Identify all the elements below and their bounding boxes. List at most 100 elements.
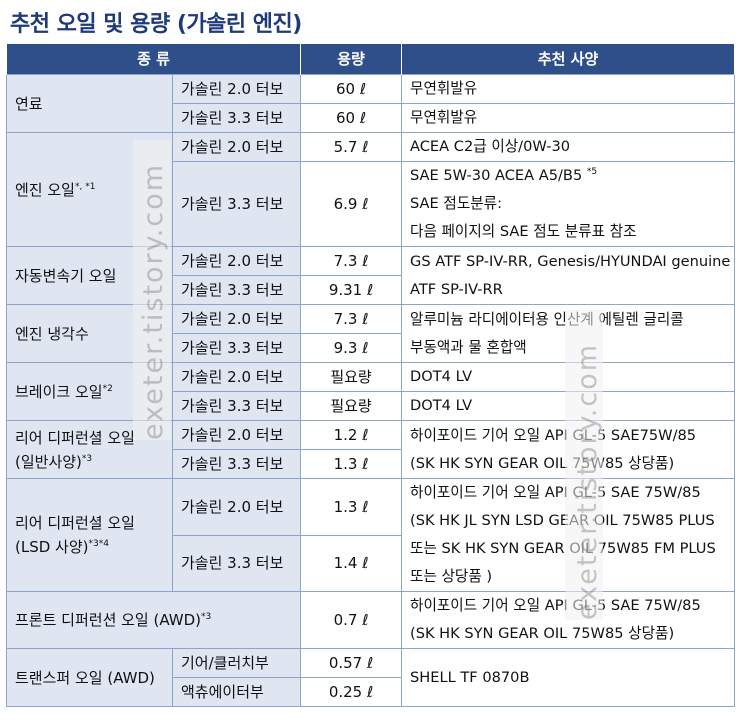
capacity: 60 ℓ xyxy=(300,74,403,104)
capacity: 필요량 xyxy=(300,362,403,392)
spec: DOT4 LV xyxy=(401,391,736,421)
spec-line: (SK HK JL SYN LSD GEAR OIL 75W85 PLUS xyxy=(410,512,715,529)
footnote-mark: *3 xyxy=(81,453,93,464)
capacity: 1.2 ℓ xyxy=(300,420,403,450)
spec: 하이포이드 기어 오일 API GL-5 SAE 75W/85 (SK HK J… xyxy=(401,478,736,592)
spec-line: 또는 SK HK SYN GEAR OIL 75W85 FM PLUS xyxy=(410,540,716,557)
category-rear-diff: 리어 디퍼런셜 오일 (일반사양)*3 xyxy=(6,420,173,479)
category-front-diff: 프론트 디퍼런션 오일 (AWD)*3 xyxy=(5,591,302,649)
sub-part: 액츄에이터부 xyxy=(171,677,302,707)
sub-engine: 가솔린 3.3 터보 xyxy=(171,449,302,479)
category-label: 엔진 오일 xyxy=(15,180,75,199)
sub-engine: 가솔린 2.0 터보 xyxy=(171,478,302,536)
sub-engine: 가솔린 2.0 터보 xyxy=(171,132,302,162)
spec-line: 하이포이드 기어 오일 API GL-5 SAE 75W/85 xyxy=(410,484,701,501)
table-row: 가솔린 3.3 터보 9.3 ℓ xyxy=(7,333,735,363)
sub-engine: 가솔린 3.3 터보 xyxy=(171,161,302,247)
category-label: (일반사양) xyxy=(15,452,82,471)
table-row: 가솔린 3.3 터보 60 ℓ 무연휘발유 xyxy=(7,103,736,133)
spec: GS ATF SP-IV-RR, Genesis/HYUNDAI genuine… xyxy=(401,246,736,305)
header-kind: 종 류 xyxy=(5,44,302,75)
sub-engine: 가솔린 2.0 터보 xyxy=(171,362,302,392)
table-row: 브레이크 오일*2 가솔린 2.0 터보 필요량 DOT4 LV xyxy=(6,362,736,421)
category-label: 리어 디퍼런셜 오일 xyxy=(15,514,135,532)
capacity: 0.25 ℓ xyxy=(300,677,403,707)
spec: 무연휘발유 xyxy=(401,74,736,104)
sub-engine: 가솔린 3.3 터보 xyxy=(171,391,302,421)
spec: 알루미늄 라디에이터용 인산계 에틸렌 글리콜 부동액과 물 혼합액 xyxy=(401,304,736,363)
spec: SHELL TF 0870B xyxy=(401,648,736,707)
table-row: 가솔린 3.3 터보 1.4 ℓ xyxy=(7,534,735,592)
sub-part: 기어/클러치부 xyxy=(171,648,302,678)
capacity: 60 ℓ xyxy=(300,103,403,133)
capacity: 1.4 ℓ xyxy=(300,534,403,592)
capacity: 9.31 ℓ xyxy=(300,275,403,305)
table-row: 자동변속기 오일 가솔린 2.0 터보 7.3 ℓ GS ATF SP-IV-R… xyxy=(6,246,736,305)
capacity: 7.3 ℓ xyxy=(300,304,403,334)
category-brake: 브레이크 오일*2 xyxy=(6,362,173,421)
spec-line: 알루미늄 라디에이터용 인산계 에틸렌 글리콜 xyxy=(410,310,684,328)
category-label: 브레이크 오일 xyxy=(15,382,103,401)
table-row: 프론트 디퍼런션 오일 (AWD)*3 0.7 ℓ 하이포이드 기어 오일 AP… xyxy=(5,591,736,649)
spec: 하이포이드 기어 오일 API GL-5 SAE 75W/85 (SK HK S… xyxy=(401,591,736,649)
table-row: 엔진 냉각수 가솔린 2.0 터보 7.3 ℓ 알루미늄 라디에이터용 인산계 … xyxy=(6,304,736,363)
sub-engine: 가솔린 2.0 터보 xyxy=(171,246,302,276)
category-engine-oil: 엔진 오일*, *1 xyxy=(6,132,173,247)
footnote-mark: *2 xyxy=(102,383,113,394)
spec-line: SAE 5W-30 ACEA A5/B5 xyxy=(410,167,583,184)
spec-line: SAE 점도분류: xyxy=(410,195,503,212)
page-title: 추천 오일 및 용량 (가솔린 엔진) xyxy=(10,12,302,37)
spec: ACEA C2급 이상/0W-30 xyxy=(401,132,736,162)
category-fuel: 연료 xyxy=(6,74,173,133)
spec-line: 또는 상당품 ) xyxy=(410,568,493,585)
spec-line: (SK HK SYN GEAR OIL 75W85 상당품) xyxy=(410,454,675,472)
spec-line: 하이포이드 기어 오일 API GL-5 SAE 75W/85 xyxy=(410,597,701,614)
category-label: 프론트 디퍼런션 오일 (AWD) xyxy=(15,611,202,629)
spec-line: GS ATF SP-IV-RR, Genesis/HYUNDAI genuine xyxy=(410,252,731,270)
footnote-mark: *, *1 xyxy=(74,181,96,192)
spec-line: 부동액과 물 혼합액 xyxy=(410,338,527,356)
table-row: 리어 디퍼런셜 오일 (LSD 사양)*3*4 가솔린 2.0 터보 1.3 ℓ… xyxy=(6,478,736,592)
header-spec: 추천 사양 xyxy=(401,44,736,75)
table-row: 가솔린 3.3 터보 9.31 ℓ xyxy=(7,275,735,305)
spec-line: 하이포이드 기어 오일 API GL-5 SAE75W/85 xyxy=(410,426,697,444)
footnote-mark: *5 xyxy=(586,167,598,178)
table-row: 가솔린 3.3 터보 6.9 ℓ SAE 5W-30 ACEA A5/B5 *5… xyxy=(7,161,736,247)
spec-line: 다음 페이지의 SAE 점도 분류표 참조 xyxy=(410,223,637,240)
sub-engine: 가솔린 3.3 터보 xyxy=(171,333,302,363)
sub-engine: 가솔린 2.0 터보 xyxy=(171,74,302,104)
capacity: 5.7 ℓ xyxy=(300,132,403,162)
capacity: 6.9 ℓ xyxy=(300,161,403,247)
capacity: 7.3 ℓ xyxy=(300,246,403,276)
sub-engine: 가솔린 2.0 터보 xyxy=(171,304,302,334)
spec: 하이포이드 기어 오일 API GL-5 SAE75W/85 (SK HK SY… xyxy=(401,420,736,479)
capacity: 0.57 ℓ xyxy=(300,648,403,678)
capacity: 1.3 ℓ xyxy=(300,449,403,479)
table-row: 액츄에이터부 0.25 ℓ xyxy=(7,677,735,707)
footnote-mark: *3 xyxy=(201,612,212,622)
spec: DOT4 LV xyxy=(401,362,736,392)
capacity: 0.7 ℓ xyxy=(300,591,403,649)
capacity: 9.3 ℓ xyxy=(300,333,403,363)
spec-line: ATF SP-IV-RR xyxy=(410,280,503,298)
category-coolant: 엔진 냉각수 xyxy=(6,304,173,363)
table-row: 리어 디퍼런셜 오일 (일반사양)*3 가솔린 2.0 터보 1.2 ℓ 하이포… xyxy=(6,420,736,479)
category-transmission: 자동변속기 오일 xyxy=(6,246,173,305)
spec: 무연휘발유 xyxy=(401,103,736,133)
sub-engine: 가솔린 3.3 터보 xyxy=(171,534,302,592)
sub-engine: 가솔린 2.0 터보 xyxy=(171,420,302,450)
capacity: 필요량 xyxy=(300,391,403,421)
category-rear-diff-lsd: 리어 디퍼런셜 오일 (LSD 사양)*3*4 xyxy=(6,478,173,592)
category-label: (LSD 사양) xyxy=(15,538,89,556)
category-label: 리어 디퍼런셜 오일 xyxy=(15,428,135,447)
table-header-row: 종 류 용량 추천 사양 xyxy=(5,44,736,75)
table-row: 연료 가솔린 2.0 터보 60 ℓ 무연휘발유 xyxy=(6,74,736,133)
spec: SAE 5W-30 ACEA A5/B5 *5 SAE 점도분류: 다음 페이지… xyxy=(401,161,736,247)
spec-line: (SK HK SYN GEAR OIL 75W85 상당품) xyxy=(410,625,675,642)
footnote-mark: *3*4 xyxy=(88,539,109,549)
capacity: 1.3 ℓ xyxy=(300,478,403,536)
category-transfer: 트랜스퍼 오일 (AWD) xyxy=(6,648,173,707)
sub-engine: 가솔린 3.3 터보 xyxy=(171,275,302,305)
header-capacity: 용량 xyxy=(300,44,403,75)
table-row: 트랜스퍼 오일 (AWD) 기어/클러치부 0.57 ℓ SHELL TF 08… xyxy=(6,648,736,707)
